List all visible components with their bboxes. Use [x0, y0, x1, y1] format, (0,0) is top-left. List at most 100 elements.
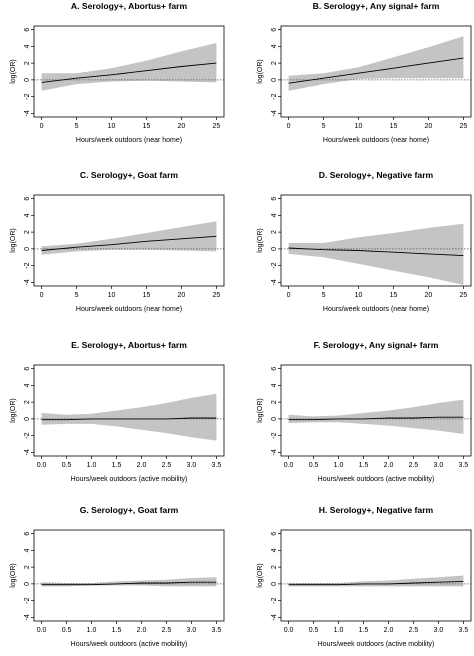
y-tick-label: 0 [271, 78, 278, 82]
y-tick-label: -2 [24, 597, 31, 603]
y-tick-label: 2 [271, 565, 278, 569]
x-tick-label: 5 [75, 123, 79, 130]
x-tick-label: 10 [108, 123, 116, 130]
ci-band [288, 36, 464, 91]
x-tick-label: 20 [425, 292, 433, 299]
estimate-line [41, 235, 217, 251]
x-axis-label: Hours/week outdoors (active mobility) [318, 641, 435, 648]
x-tick-label: 3.5 [459, 462, 469, 469]
x-tick-label: 2.0 [137, 462, 147, 469]
estimate-line [288, 247, 464, 257]
x-tick-label: 25 [460, 123, 468, 130]
y-tick-label: 6 [271, 532, 278, 536]
y-tick-label: -4 [24, 614, 31, 620]
x-tick-label: 3.0 [434, 462, 444, 469]
panel-title: B. Serology+, Any signal+ farm [313, 1, 440, 11]
panel-title: A. Serology+, Abortus+ farm [71, 1, 188, 11]
x-tick-label: 3.0 [187, 627, 197, 634]
y-tick-label: -4 [24, 279, 31, 285]
estimate-line [288, 57, 464, 84]
x-tick-label: 1.0 [87, 462, 97, 469]
x-tick-label: 0.0 [284, 462, 294, 469]
y-tick-label: 4 [271, 213, 278, 217]
y-tick-label: -4 [271, 279, 278, 285]
y-tick-label: 6 [24, 367, 31, 371]
y-tick-label: 4 [24, 548, 31, 552]
x-tick-label: 0.5 [309, 462, 319, 469]
plot-frame [33, 529, 225, 622]
plot-frame [280, 25, 472, 118]
x-tick-label: 1.5 [112, 627, 122, 634]
y-axis-label: log(OR) [10, 59, 17, 84]
x-tick-label: 10 [355, 292, 363, 299]
y-tick-label: -4 [271, 614, 278, 620]
y-axis-label: log(OR) [257, 228, 264, 253]
x-tick-label: 3.0 [434, 627, 444, 634]
x-tick-label: 2.0 [137, 627, 147, 634]
x-tick-label: 0 [40, 292, 44, 299]
x-tick-label: 2.5 [162, 627, 172, 634]
y-tick-label: 0 [24, 582, 31, 586]
estimate-line [41, 581, 217, 586]
plot-frame [33, 364, 225, 457]
x-tick-label: 1.5 [359, 627, 369, 634]
x-tick-label: 3.5 [212, 462, 222, 469]
x-tick-label: 5 [322, 123, 326, 130]
y-tick-label: 2 [271, 230, 278, 234]
estimate-line [41, 417, 217, 421]
y-tick-label: 4 [24, 213, 31, 217]
ci-band [41, 43, 217, 91]
x-axis-label: Hours/week outdoors (near home) [323, 137, 429, 144]
y-tick-label: 6 [24, 532, 31, 536]
ci-band [288, 223, 464, 285]
x-tick-label: 0 [287, 292, 291, 299]
panel-g: G. Serology+, Goat farm 0.0 0.5 1.0 1.5 2.0 2.… [10, 505, 225, 648]
x-tick-label: 25 [213, 123, 221, 130]
x-tick-label: 0.0 [284, 627, 294, 634]
x-tick-label: 2.5 [409, 627, 419, 634]
y-tick-label: -2 [271, 262, 278, 268]
x-tick-label: 20 [178, 292, 186, 299]
y-tick-label: 4 [271, 548, 278, 552]
y-tick-label: -2 [271, 432, 278, 438]
x-tick-label: 0 [287, 123, 291, 130]
y-axis-label: log(OR) [257, 59, 264, 84]
x-tick-label: 0.0 [37, 627, 47, 634]
estimate-line [288, 416, 464, 421]
x-axis-label: Hours/week outdoors (active mobility) [318, 476, 435, 483]
y-tick-label: 0 [271, 247, 278, 251]
y-tick-label: 4 [271, 44, 278, 48]
panel-title: D. Serology+, Negative farm [319, 170, 434, 180]
y-tick-label: 4 [24, 44, 31, 48]
y-tick-label: 0 [271, 417, 278, 421]
x-tick-label: 1.0 [334, 462, 344, 469]
y-axis-label: log(OR) [10, 228, 17, 253]
y-tick-label: 6 [271, 197, 278, 201]
x-tick-label: 0.5 [309, 627, 319, 634]
ci-band [41, 393, 217, 441]
y-tick-label: 2 [271, 61, 278, 65]
y-tick-label: 2 [24, 565, 31, 569]
x-tick-label: 15 [143, 123, 151, 130]
y-tick-label: 4 [271, 383, 278, 387]
x-tick-label: 15 [143, 292, 151, 299]
x-tick-label: 0 [40, 123, 44, 130]
x-tick-label: 2.0 [384, 627, 394, 634]
x-tick-label: 10 [355, 123, 363, 130]
x-tick-label: 1.5 [112, 462, 122, 469]
y-tick-label: 6 [24, 28, 31, 32]
x-tick-label: 15 [390, 123, 398, 130]
x-tick-label: 0.5 [62, 627, 72, 634]
y-tick-label: 6 [24, 197, 31, 201]
panel-title: C. Serology+, Goat farm [80, 170, 178, 180]
y-tick-label: 0 [24, 78, 31, 82]
y-tick-label: -4 [24, 449, 31, 455]
x-tick-label: 5 [75, 292, 79, 299]
ci-band [288, 399, 464, 434]
y-tick-label: 2 [24, 230, 31, 234]
y-axis-label: log(OR) [10, 563, 17, 588]
